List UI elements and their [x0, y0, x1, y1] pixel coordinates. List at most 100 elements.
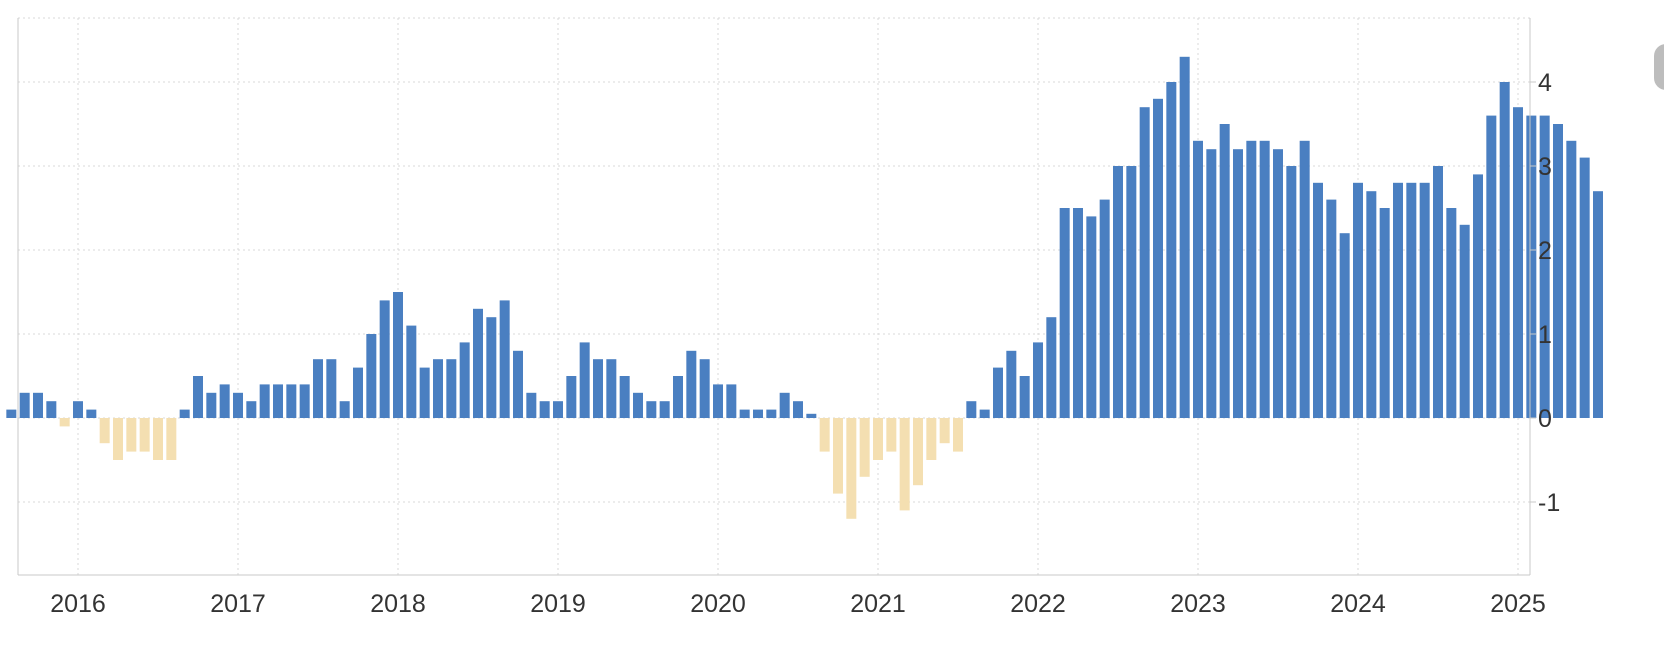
- bar[interactable]: [753, 409, 763, 418]
- bar[interactable]: [1099, 199, 1110, 418]
- bar[interactable]: [1259, 140, 1270, 419]
- bar[interactable]: [126, 418, 137, 452]
- bar[interactable]: [1019, 376, 1030, 418]
- bar[interactable]: [966, 401, 977, 418]
- bar[interactable]: [793, 401, 803, 418]
- bar[interactable]: [606, 359, 617, 418]
- bar[interactable]: [1459, 224, 1470, 418]
- bar[interactable]: [1219, 124, 1230, 418]
- bar[interactable]: [846, 418, 857, 519]
- bar[interactable]: [886, 418, 897, 452]
- bar[interactable]: [1206, 149, 1217, 418]
- bar[interactable]: [419, 367, 430, 418]
- bar[interactable]: [366, 334, 377, 418]
- bar[interactable]: [926, 418, 937, 460]
- bar[interactable]: [59, 418, 70, 427]
- bar[interactable]: [286, 384, 297, 418]
- bar[interactable]: [299, 384, 310, 418]
- bar[interactable]: [153, 418, 163, 460]
- bar[interactable]: [646, 401, 657, 418]
- bar[interactable]: [993, 367, 1003, 418]
- bar[interactable]: [233, 392, 243, 418]
- bar[interactable]: [806, 413, 817, 418]
- bar[interactable]: [219, 384, 230, 418]
- bar[interactable]: [1499, 82, 1510, 418]
- bar[interactable]: [859, 418, 870, 477]
- bar[interactable]: [353, 367, 363, 418]
- bar[interactable]: [1473, 174, 1483, 418]
- bar[interactable]: [6, 409, 17, 418]
- bar[interactable]: [1379, 208, 1390, 418]
- bar[interactable]: [179, 409, 190, 418]
- bar[interactable]: [393, 292, 403, 418]
- bar[interactable]: [246, 401, 257, 418]
- bar[interactable]: [1126, 166, 1137, 418]
- bar[interactable]: [779, 392, 790, 418]
- bar[interactable]: [166, 418, 177, 460]
- bar[interactable]: [1446, 208, 1457, 418]
- bar[interactable]: [873, 418, 883, 460]
- bar[interactable]: [1233, 149, 1243, 418]
- bar[interactable]: [379, 300, 390, 418]
- bar[interactable]: [1046, 317, 1057, 418]
- bar[interactable]: [819, 418, 830, 452]
- bar[interactable]: [1566, 140, 1577, 419]
- bar[interactable]: [1006, 350, 1017, 418]
- bar[interactable]: [713, 384, 723, 418]
- bar[interactable]: [513, 350, 523, 418]
- bar[interactable]: [1073, 208, 1083, 418]
- bar[interactable]: [913, 418, 923, 486]
- bar[interactable]: [1139, 107, 1150, 418]
- bar[interactable]: [566, 376, 577, 418]
- bar[interactable]: [1059, 208, 1070, 418]
- bar[interactable]: [46, 401, 57, 418]
- bar[interactable]: [1419, 182, 1430, 418]
- bar[interactable]: [1339, 233, 1350, 418]
- bar[interactable]: [1526, 115, 1537, 418]
- bar[interactable]: [1406, 182, 1417, 418]
- bar[interactable]: [579, 342, 590, 418]
- bar[interactable]: [673, 376, 683, 418]
- bar[interactable]: [33, 392, 43, 418]
- bar[interactable]: [1113, 166, 1123, 418]
- bar[interactable]: [1366, 191, 1377, 418]
- bar[interactable]: [206, 392, 217, 418]
- bar[interactable]: [1433, 166, 1443, 418]
- bar[interactable]: [1593, 191, 1603, 418]
- bar[interactable]: [833, 418, 843, 494]
- bar[interactable]: [553, 401, 563, 418]
- bar[interactable]: [766, 409, 777, 418]
- bar[interactable]: [1179, 56, 1190, 419]
- bar[interactable]: [953, 418, 963, 452]
- bar[interactable]: [446, 359, 457, 418]
- bar[interactable]: [273, 384, 283, 418]
- bar[interactable]: [19, 392, 30, 418]
- bar[interactable]: [526, 392, 537, 418]
- bar[interactable]: [726, 384, 737, 418]
- bar[interactable]: [113, 418, 123, 460]
- bar[interactable]: [73, 401, 83, 418]
- bar[interactable]: [1579, 157, 1590, 418]
- bar[interactable]: [1153, 98, 1163, 419]
- bar[interactable]: [406, 325, 417, 418]
- bar[interactable]: [1539, 115, 1550, 418]
- bar[interactable]: [593, 359, 603, 418]
- bar[interactable]: [539, 401, 550, 418]
- bar[interactable]: [1033, 342, 1043, 418]
- bar[interactable]: [1193, 140, 1203, 419]
- bar[interactable]: [699, 359, 710, 418]
- bar[interactable]: [739, 409, 750, 418]
- bar[interactable]: [1299, 140, 1310, 419]
- bar[interactable]: [473, 308, 483, 418]
- bar[interactable]: [979, 409, 990, 418]
- bar[interactable]: [1273, 149, 1283, 418]
- bar[interactable]: [1486, 115, 1497, 418]
- bar[interactable]: [1166, 82, 1177, 418]
- bar[interactable]: [1286, 166, 1297, 418]
- bar[interactable]: [259, 384, 270, 418]
- bar[interactable]: [1313, 182, 1323, 418]
- bar[interactable]: [1326, 199, 1337, 418]
- bar[interactable]: [339, 401, 350, 418]
- scroll-handle[interactable]: [1654, 44, 1664, 90]
- bar[interactable]: [686, 350, 697, 418]
